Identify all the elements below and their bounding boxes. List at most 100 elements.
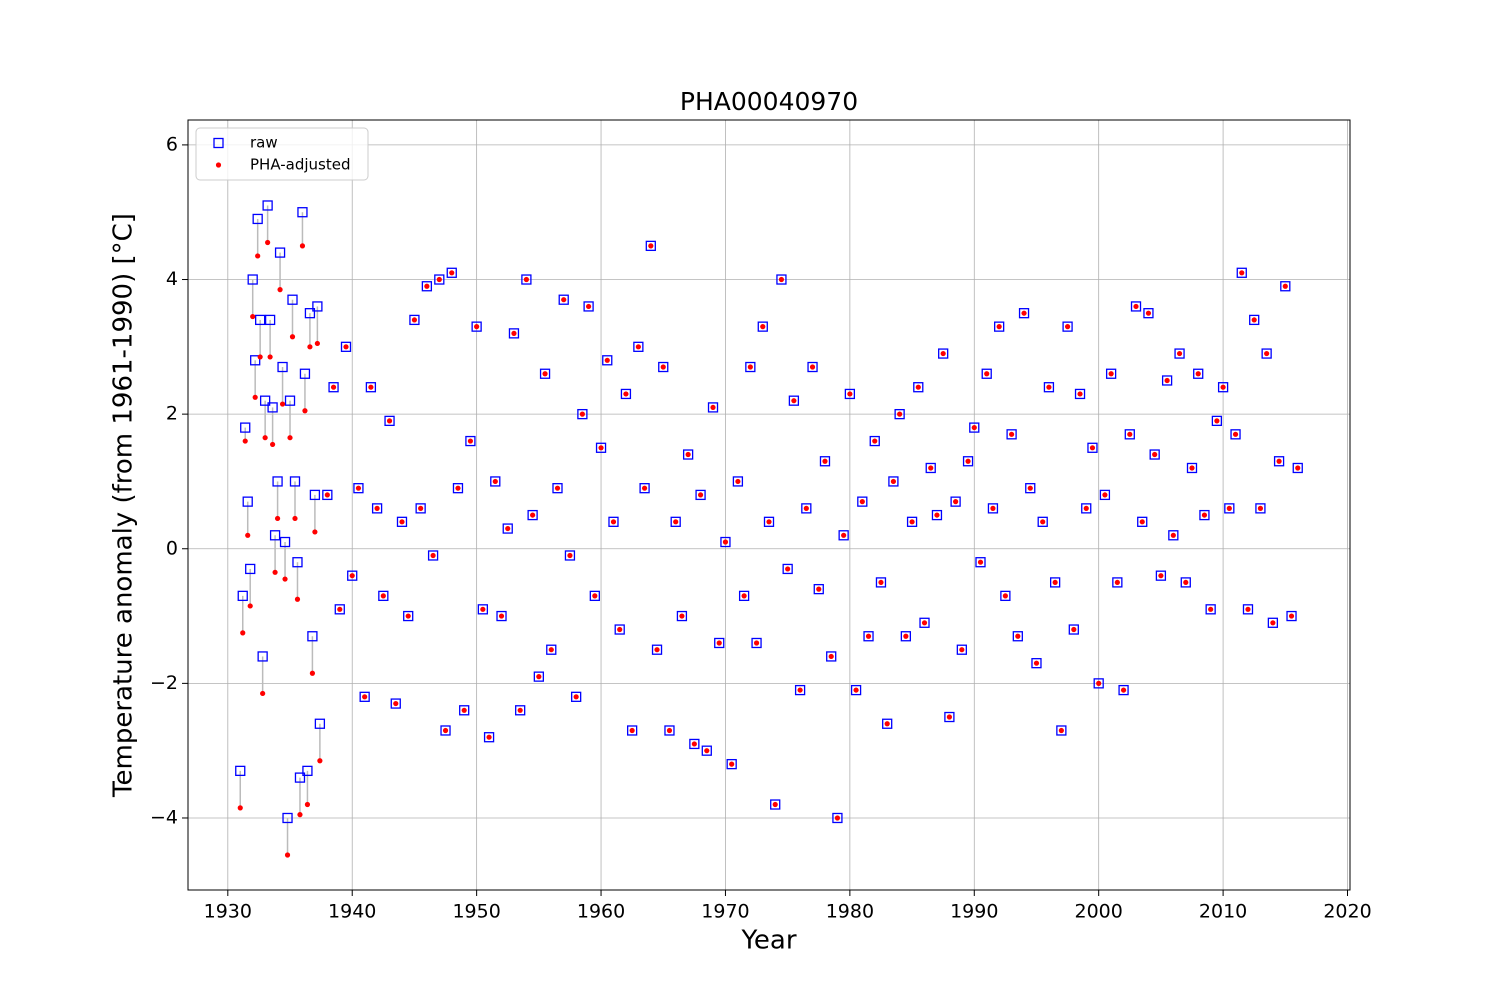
adjusted-point (399, 519, 405, 525)
raw-point (340, 341, 352, 352)
raw-point (1286, 610, 1297, 622)
raw-point (794, 684, 806, 696)
raw-point (558, 294, 569, 305)
adjusted-point (411, 317, 418, 323)
raw-point (1068, 624, 1079, 635)
raw-point (1211, 415, 1223, 427)
adjusted-point (803, 505, 809, 511)
raw-point (1205, 604, 1216, 615)
raw-point (1155, 570, 1167, 581)
raw-point (262, 200, 273, 211)
x-tick-label: 1980 (826, 901, 874, 923)
adjusted-point (940, 350, 946, 357)
raw-point (304, 308, 316, 319)
adjusted-point (853, 687, 859, 693)
adjusted-point (834, 815, 841, 821)
raw-point (1124, 429, 1135, 440)
raw-point (994, 321, 1005, 332)
raw-point (788, 395, 800, 406)
raw-point (1105, 368, 1117, 379)
raw-point (1261, 348, 1272, 359)
raw-point (250, 355, 261, 366)
adjusted-point (1015, 633, 1021, 639)
raw-point (440, 725, 451, 736)
adjusted-point (629, 727, 635, 734)
raw-point (1180, 577, 1191, 588)
raw-point (272, 476, 283, 487)
adjusted-point (424, 283, 430, 289)
legend-marker (215, 162, 222, 168)
adjusted-point (237, 805, 243, 811)
adjusted-point (691, 741, 697, 747)
raw-point (857, 496, 868, 507)
adjusted-point (343, 344, 349, 350)
adjusted-point (592, 593, 598, 599)
adjusted-point (393, 700, 399, 707)
adjusted-point (1096, 680, 1102, 686)
raw-point (490, 476, 501, 487)
raw-point (328, 382, 339, 393)
adjusted-point (598, 445, 604, 451)
raw-point (396, 516, 408, 527)
adjusted-point (1009, 431, 1015, 437)
raw-point (1199, 509, 1210, 521)
legend-box (195, 127, 369, 181)
adjusted-point (279, 401, 286, 407)
raw-point (751, 637, 762, 649)
raw-point (577, 408, 588, 420)
adjusted-point (355, 485, 362, 491)
adjusted-point (307, 344, 313, 350)
adjusted-point (666, 727, 673, 734)
raw-point (552, 483, 563, 494)
raw-point (1049, 577, 1061, 588)
raw-point (1099, 489, 1111, 501)
raw-point (297, 207, 308, 218)
raw-point (1043, 382, 1055, 393)
adjusted-point (455, 485, 461, 491)
adjusted-point (374, 505, 380, 511)
adjusted-point (312, 529, 318, 535)
raw-point (695, 489, 706, 501)
raw-point (950, 496, 961, 507)
raw-point (832, 812, 843, 824)
adjusted-point (1139, 519, 1145, 525)
raw-point (459, 705, 470, 716)
raw-point (664, 725, 675, 736)
adjusted-point (282, 576, 288, 582)
raw-point (409, 314, 420, 326)
raw-point (289, 476, 301, 487)
raw-point (269, 530, 281, 541)
raw-point (863, 631, 874, 642)
adjusted-point (965, 458, 971, 464)
adjusted-point (1108, 371, 1114, 377)
raw-point (689, 738, 700, 750)
y-tick-label: −4 (150, 806, 178, 828)
adjusted-point (368, 384, 374, 390)
raw-point (279, 536, 291, 548)
raw-point (813, 583, 824, 595)
adjusted-point (946, 714, 952, 720)
raw-point (1255, 503, 1266, 514)
y-axis-label: Temperature anomaly (from 1961-1990) [°C… (109, 213, 139, 798)
adjusted-point (1270, 620, 1276, 626)
adjusted-point (859, 499, 865, 505)
raw-point (465, 435, 476, 447)
raw-point (888, 476, 899, 487)
raw-point (287, 294, 298, 305)
raw-point (900, 631, 912, 642)
raw-point (826, 651, 837, 662)
adjusted-point (822, 458, 828, 464)
adjusted-point (1052, 579, 1058, 586)
adjusted-point (542, 371, 548, 377)
adjusted-point (245, 532, 251, 538)
adjusted-point (247, 603, 253, 609)
raw-point (1193, 368, 1204, 379)
raw-point (1267, 617, 1279, 628)
adjusted-point (309, 670, 316, 676)
adjusted-point (586, 303, 592, 310)
adjusted-point (272, 569, 278, 575)
adjusted-point (791, 398, 797, 404)
adjusted-point (362, 694, 368, 700)
raw-point (1242, 604, 1254, 615)
adjusted-point (1176, 350, 1183, 357)
